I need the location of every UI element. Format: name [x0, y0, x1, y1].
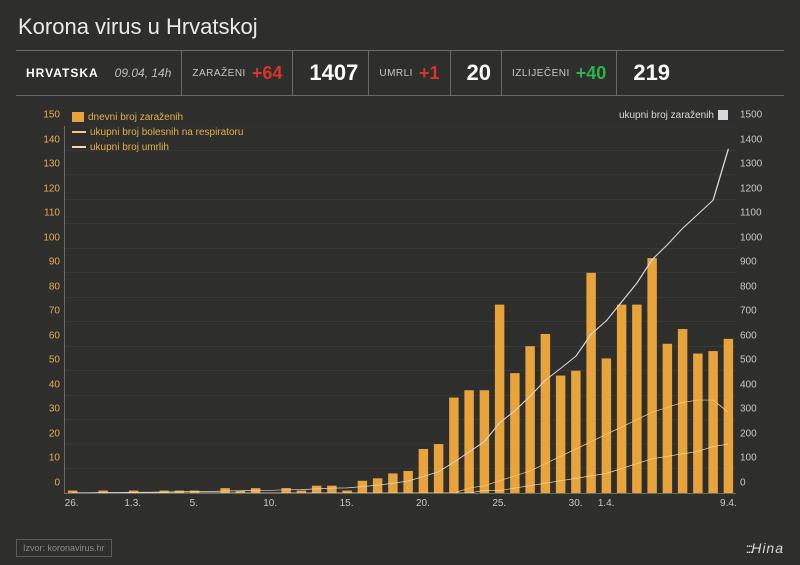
legend-cumulative: ukupni broj zaraženih — [619, 110, 714, 121]
plot-svg — [65, 126, 736, 493]
page-title: Korona virus u Hrvatskoj — [18, 14, 784, 40]
stat-recovered-label: IZLIJEČENI — [512, 68, 570, 79]
stat-recovered: IZLIJEČENI +40 — [502, 51, 616, 95]
y-axis-left: 0102030405060708090100110120130140150 — [16, 126, 60, 494]
brand-logo: :::Hina — [746, 540, 784, 556]
legend-right: ukupni broj zaraženih — [619, 110, 728, 121]
stat-recovered-delta: +40 — [576, 63, 607, 84]
stat-deaths-delta: +1 — [419, 63, 440, 84]
stat-deaths-label: UMRLI — [379, 68, 413, 79]
chart: dnevni broj zaraženih ukupni broj bolesn… — [16, 106, 784, 526]
stat-recovered-total: 219 — [633, 60, 670, 86]
stat-infected-delta: +64 — [252, 63, 283, 84]
stat-infected: ZARAŽENI +64 — [182, 51, 292, 95]
stat-deaths-total: 20 — [467, 60, 491, 86]
stat-datetime: 09.04, 14h — [105, 51, 182, 95]
country-name: HRVATSKA — [16, 51, 105, 95]
stat-infected-total: 1407 — [309, 60, 358, 86]
y-axis-right: 0100200300400500600700800900100011001200… — [740, 126, 784, 494]
x-axis: 26.1.3.5.10.15.20.25.30.1.4.9.4. — [64, 498, 736, 514]
legend-daily: dnevni broj zaraženih — [88, 112, 183, 123]
stat-deaths: UMRLI +1 — [369, 51, 449, 95]
source-label: Izvor: koronavirus.hr — [16, 539, 112, 557]
plot-area — [64, 126, 736, 494]
stat-infected-label: ZARAŽENI — [192, 68, 245, 79]
stats-row: HRVATSKA 09.04, 14h ZARAŽENI +64 1407 UM… — [16, 50, 784, 96]
